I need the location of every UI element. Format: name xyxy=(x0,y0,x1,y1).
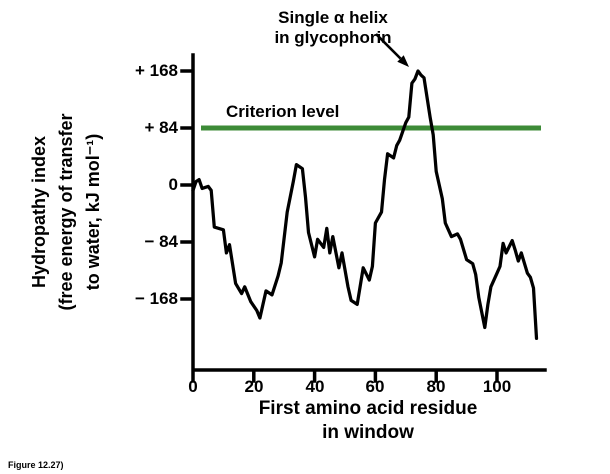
y-tick-label-84: + 84 xyxy=(144,118,178,137)
x-tick-label-0: 0 xyxy=(188,377,198,396)
y-tick-label-0: 0 xyxy=(168,175,178,194)
x-tick-label-80: 80 xyxy=(426,377,446,396)
x-tick-label-100: 100 xyxy=(482,377,512,396)
annotation: Single α helix in glycophorin xyxy=(228,8,438,48)
x-axis-label: First amino acid residue in window xyxy=(218,397,518,445)
annotation-arrow xyxy=(375,33,409,67)
y-axis-label: Hydropathy index (free energy of transfe… xyxy=(26,47,110,377)
annotation-line2: in glycophorin xyxy=(274,28,392,47)
y-axis-label-line1: Hydropathy index xyxy=(29,135,49,289)
annotation-line1: Single α helix xyxy=(278,8,388,27)
criterion-level-label: Criterion level xyxy=(226,102,340,121)
axes-path xyxy=(180,53,547,383)
x-axis-label-line1: First amino acid residue xyxy=(258,398,478,419)
y-axis-label-line3: to water, kJ mol⁻¹) xyxy=(83,133,103,291)
y-axis-label-line2: (free energy of transfer xyxy=(56,113,76,311)
y-tick-label-168: + 168 xyxy=(134,61,178,80)
figure-caption: Figure 12.27) xyxy=(8,460,64,470)
y-tick-label-n84: − 84 xyxy=(144,232,178,251)
x-tick-label-60: 60 xyxy=(365,377,385,396)
x-axis-label-line2: in window xyxy=(322,422,414,443)
x-tick-label-20: 20 xyxy=(244,377,264,396)
y-tick-label-n168: − 168 xyxy=(134,289,178,308)
hydropathy-line xyxy=(191,69,539,341)
x-tick-label-40: 40 xyxy=(305,377,325,396)
